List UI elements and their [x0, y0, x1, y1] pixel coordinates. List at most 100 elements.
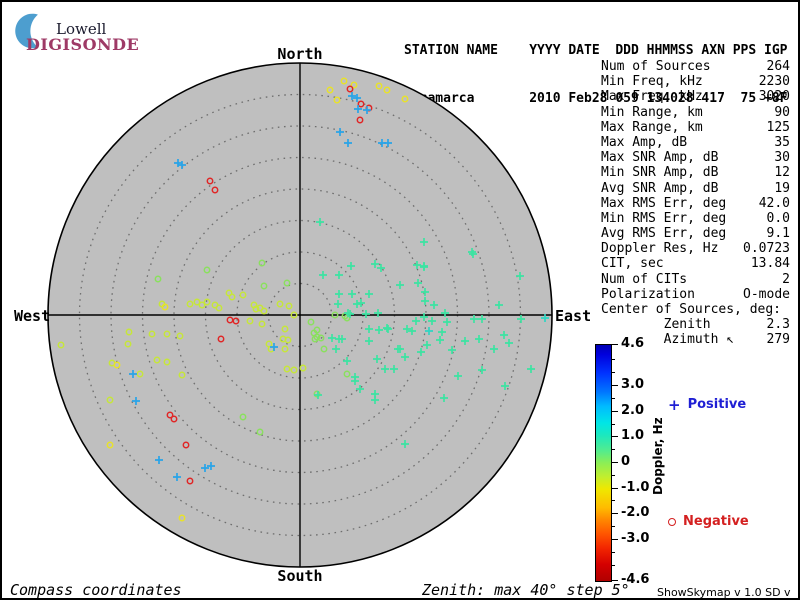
data-point	[283, 279, 291, 287]
legend-negative: Negative	[668, 514, 749, 529]
stat-value: 2	[782, 271, 790, 287]
data-point	[252, 305, 260, 313]
data-point	[344, 139, 352, 147]
north-label: North	[277, 45, 323, 63]
data-point	[57, 341, 65, 349]
data-point	[420, 313, 428, 321]
data-point	[505, 339, 513, 347]
data-point	[478, 366, 486, 374]
colorbar-tick-label: 2.0	[621, 402, 645, 418]
data-point	[178, 514, 186, 522]
data-point	[356, 116, 364, 124]
data-point	[454, 372, 462, 380]
west-label: West	[14, 307, 51, 325]
data-point	[401, 95, 409, 103]
stat-row: Doppler Res, Hz 0.0723	[601, 241, 790, 256]
zenith-scale-label: Zenith: max 40° step 5°	[422, 581, 630, 599]
data-point	[290, 366, 298, 374]
colorbar-tick-label: 0	[621, 454, 631, 470]
data-point	[475, 335, 483, 343]
stat-label: Avg SNR Amp, dB	[601, 180, 719, 196]
data-point	[155, 456, 163, 464]
stat-value: 35	[774, 134, 790, 150]
data-point	[394, 345, 402, 353]
stat-row: Min Freq, kHz 2230	[601, 74, 790, 89]
stat-label: Min RMS Err, deg	[601, 210, 727, 226]
stat-label: Max RMS Err, deg	[601, 195, 727, 211]
colorbar-minor-tick	[611, 449, 615, 451]
colorbar-major-tick	[611, 344, 618, 345]
stat-value: 9.1	[766, 226, 790, 242]
data-point	[136, 370, 144, 378]
stat-row: Max Range, km 125	[601, 120, 790, 135]
data-point	[346, 310, 354, 318]
stat-label: Zenith	[601, 317, 711, 333]
colorbar-major-tick	[611, 580, 618, 581]
data-point	[193, 298, 201, 306]
data-point	[239, 291, 247, 299]
data-point	[284, 336, 292, 344]
stat-label: Doppler Res, Hz	[601, 241, 719, 257]
data-point	[166, 411, 174, 419]
data-point	[154, 275, 162, 283]
data-point	[106, 396, 114, 404]
data-point	[203, 298, 211, 306]
data-point	[258, 320, 266, 328]
data-point	[163, 330, 171, 338]
data-point	[390, 365, 398, 373]
data-point	[343, 370, 351, 378]
data-point	[384, 325, 392, 333]
data-point	[348, 290, 356, 298]
data-point	[374, 309, 382, 317]
data-point	[211, 186, 219, 194]
colorbar-tick-label: -3.0	[621, 531, 650, 547]
data-point	[313, 390, 321, 398]
data-point	[163, 358, 171, 366]
data-point	[198, 301, 206, 309]
data-point	[328, 334, 336, 342]
data-point	[320, 345, 328, 353]
data-point	[225, 289, 233, 297]
data-point	[363, 106, 371, 114]
data-point	[478, 315, 486, 323]
stat-row: Zenith 2.3	[601, 317, 790, 332]
data-point	[436, 336, 444, 344]
data-point	[365, 337, 373, 345]
data-point	[461, 337, 469, 345]
data-point	[331, 311, 339, 319]
data-point	[256, 428, 264, 436]
data-point	[124, 340, 132, 348]
data-point	[350, 81, 358, 89]
data-point	[441, 309, 449, 317]
stat-label: Avg RMS Err, deg	[601, 226, 727, 242]
data-point	[417, 348, 425, 356]
stat-label: Max Amp, dB	[601, 134, 688, 150]
data-point	[270, 343, 278, 351]
data-point	[148, 330, 156, 338]
colorbar-major-tick	[611, 385, 618, 387]
data-point	[413, 261, 421, 269]
data-point	[232, 317, 240, 325]
data-point	[362, 310, 370, 318]
data-point	[106, 441, 114, 449]
software-version-label: ShowSkymap v 1.0 SD v 4.2	[657, 586, 791, 599]
data-point	[311, 335, 319, 343]
stat-value: 264	[766, 59, 790, 74]
stat-row: Avg RMS Err, deg 9.1	[601, 226, 790, 241]
data-point	[353, 300, 361, 308]
logo-digisonde-text: DIGISONDE	[26, 35, 140, 54]
colorbar-minor-tick	[611, 372, 615, 374]
stat-row: Min SNR Amp, dB 12	[601, 165, 790, 180]
lowell-digisonde-logo: Lowell DIGISONDE	[10, 8, 190, 54]
data-point	[541, 314, 549, 322]
data-point	[334, 300, 342, 308]
data-point	[430, 301, 438, 309]
data-point	[420, 238, 428, 246]
data-point	[125, 328, 133, 336]
data-point	[319, 271, 327, 279]
colorbar-tick-label: 4.6	[621, 336, 645, 352]
data-point	[203, 266, 211, 274]
data-point	[338, 335, 346, 343]
data-point	[176, 332, 184, 340]
